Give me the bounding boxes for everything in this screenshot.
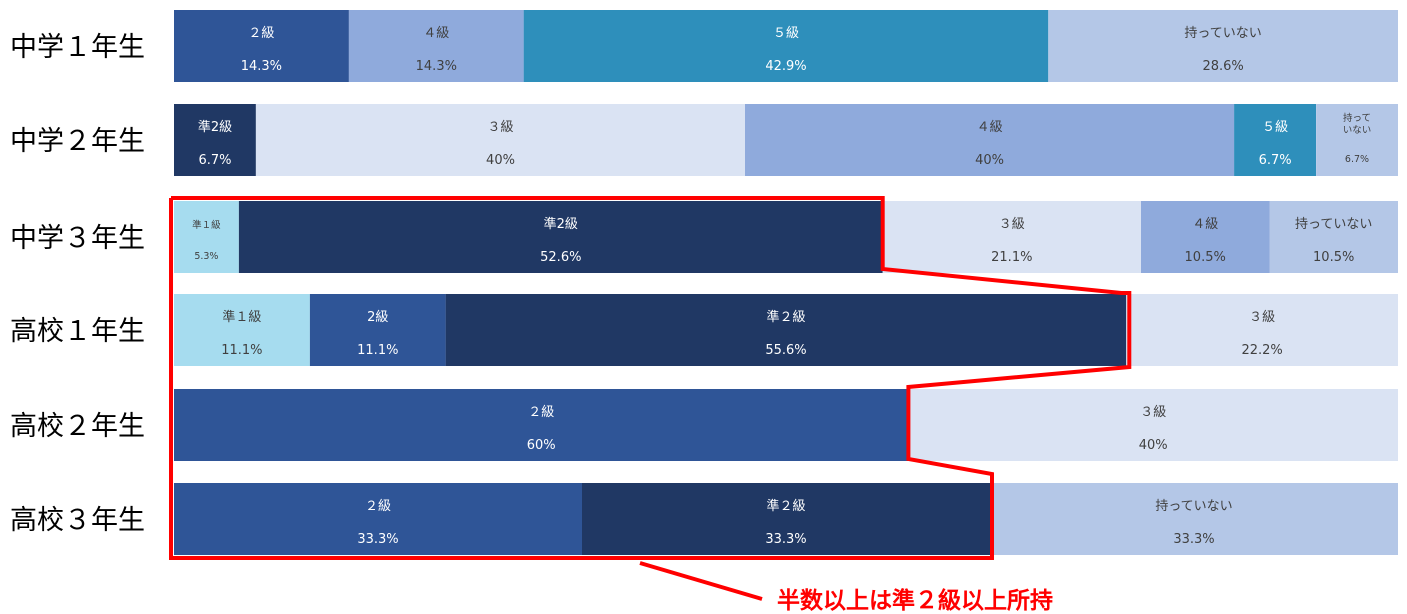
segment-value-label: 33.3% — [765, 532, 806, 547]
segment-value-label: 33.3% — [1173, 532, 1214, 547]
segment-value-label: 33.3% — [357, 532, 398, 547]
segment-name-label: ３級 — [1249, 310, 1275, 325]
bar-segment — [1269, 201, 1398, 273]
segment-value-label: 10.5% — [1185, 250, 1226, 265]
segment-name-label: 持っていない — [1343, 112, 1372, 136]
segment-name-label: ３級 — [999, 217, 1025, 232]
segment-value-label: 6.7% — [198, 153, 231, 168]
bar-row: 高校２年生 ２級 60% ３級 40% — [10, 389, 1398, 461]
bar-segment — [908, 389, 1398, 461]
segment-value-label: 14.3% — [416, 59, 457, 74]
segment-value-label: 40% — [1139, 438, 1168, 453]
segment-name-label: ４級 — [423, 26, 449, 41]
segment-name-label: 準１級 — [192, 219, 221, 231]
segment-name-label: ２級 — [365, 499, 391, 514]
segment-name-label: 持っていない — [1295, 217, 1372, 232]
segment-name-label: ５級 — [1262, 120, 1288, 135]
bar-segment — [1316, 104, 1398, 176]
segment-name-label: 2級 — [367, 310, 388, 325]
row-label: 高校１年生 — [10, 316, 145, 347]
row-label: 中学２年生 — [10, 126, 145, 157]
bar-segment — [174, 201, 239, 273]
segment-name-label: ３級 — [487, 120, 513, 135]
bar-segment — [1048, 10, 1398, 82]
segment-name-label: 準２級 — [766, 309, 805, 325]
segment-name-label: 持っていない — [1184, 26, 1261, 41]
segment-value-label: 21.1% — [991, 250, 1032, 265]
bar-segment — [174, 104, 256, 176]
bar-segment — [1234, 104, 1316, 176]
segment-value-label: 52.6% — [540, 250, 581, 265]
bar-segment — [1126, 294, 1398, 366]
segment-value-label: 10.5% — [1313, 250, 1354, 265]
segment-value-label: 11.1% — [221, 343, 262, 358]
segment-name-label: 持っていない — [1155, 499, 1232, 514]
segment-value-label: 6.7% — [1345, 154, 1369, 165]
bar-segment — [255, 104, 745, 176]
bar-segment — [174, 483, 582, 555]
bar-segment — [174, 389, 909, 461]
bar-segment — [523, 10, 1049, 82]
segment-name-label: ２級 — [248, 26, 274, 41]
segment-value-label: 28.6% — [1202, 59, 1243, 74]
segment-name-label: 準１級 — [222, 309, 261, 325]
row-label: 中学３年生 — [10, 223, 145, 254]
bar-row: 高校１年生 準１級 11.1% 2級 11.1% 準２級 55.6% ３級 22.2% — [10, 294, 1398, 366]
segment-value-label: 55.6% — [765, 343, 806, 358]
segment-value-label: 60% — [527, 438, 556, 453]
bar-segment — [174, 294, 310, 366]
segment-name-label: ３級 — [1140, 405, 1166, 420]
bar-segment — [348, 10, 524, 82]
bar-segment — [174, 10, 349, 82]
segment-value-label: 11.1% — [357, 343, 398, 358]
segment-name-label: ２級 — [528, 405, 554, 420]
segment-value-label: 6.7% — [1259, 153, 1292, 168]
bar-row: 中学２年生 準2級 6.7% ３級 40% ４級 40% ５級 6.7% 持っていない 6.7% — [10, 104, 1398, 176]
bar-segment — [582, 483, 990, 555]
segment-name-label: 準２級 — [766, 498, 805, 514]
bar-segment — [445, 294, 1127, 366]
row-label: 高校２年生 — [10, 411, 145, 442]
segment-name-label: ４級 — [977, 120, 1003, 135]
row-label: 中学１年生 — [10, 32, 145, 63]
segment-value-label: 5.3% — [194, 251, 218, 262]
segment-value-label: 22.2% — [1241, 343, 1282, 358]
segment-name-label: 準2級 — [198, 119, 232, 135]
segment-value-label: 40% — [486, 153, 515, 168]
callout-pointer-line — [639, 561, 763, 601]
bar-segment — [1141, 201, 1270, 273]
bar-segment — [882, 201, 1141, 273]
highlight-outline — [169, 196, 1132, 560]
bar-row: 中学１年生 ２級 14.3% ４級 14.3% ５級 42.9% 持っていない 28.6% — [10, 10, 1398, 82]
bar-segment — [990, 483, 1398, 555]
bar-segment — [309, 294, 446, 366]
segment-value-label: 40% — [975, 153, 1004, 168]
segment-name-label: ５級 — [773, 26, 799, 41]
bar-row: 高校３年生 ２級 33.3% 準２級 33.3% 持っていない 33.3% — [10, 483, 1398, 555]
bar-row: 中学３年生 準１級 5.3% 準2級 52.6% ３級 21.1% ４級 10.5% 持っていない… — [10, 201, 1398, 273]
bar-rows: 中学１年生 ２級 14.3% ４級 14.3% ５級 42.9% 持っていない 28.6% 中学２… — [10, 10, 1398, 555]
bar-segment — [238, 201, 883, 273]
row-label: 高校３年生 — [10, 505, 145, 536]
bar-segment — [745, 104, 1235, 176]
highlight-annotation: 半数以上は準２級以上所持 — [169, 196, 1132, 614]
segment-value-label: 14.3% — [241, 59, 282, 74]
segment-name-label: ４級 — [1192, 217, 1218, 232]
segment-value-label: 42.9% — [765, 59, 806, 74]
callout-text: 半数以上は準２級以上所持 — [777, 587, 1053, 614]
segment-name-label: 準2級 — [544, 216, 578, 232]
